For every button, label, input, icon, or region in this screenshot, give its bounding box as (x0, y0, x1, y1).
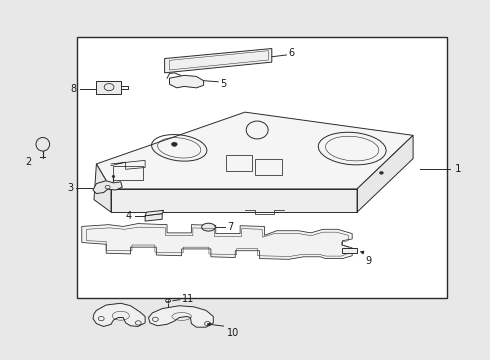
Polygon shape (145, 213, 162, 221)
Text: 6: 6 (289, 48, 295, 58)
Ellipse shape (172, 142, 177, 147)
Polygon shape (165, 49, 272, 73)
Polygon shape (170, 75, 203, 88)
Text: 1: 1 (455, 164, 461, 174)
Ellipse shape (36, 138, 49, 151)
Bar (114, 166, 143, 180)
Text: 10: 10 (226, 328, 239, 338)
Text: 2: 2 (25, 157, 31, 167)
Text: 11: 11 (182, 294, 194, 303)
Bar (225, 155, 252, 171)
Polygon shape (145, 210, 164, 216)
Ellipse shape (202, 223, 215, 231)
Polygon shape (97, 112, 413, 189)
Polygon shape (148, 306, 213, 327)
FancyBboxPatch shape (97, 81, 121, 94)
Polygon shape (93, 181, 122, 194)
Text: 5: 5 (220, 79, 227, 89)
Ellipse shape (112, 175, 115, 177)
Text: 9: 9 (366, 256, 372, 266)
Polygon shape (94, 164, 111, 212)
Ellipse shape (379, 171, 383, 174)
Polygon shape (93, 303, 145, 327)
Bar (255, 158, 282, 175)
Polygon shape (82, 224, 352, 259)
Text: 8: 8 (71, 84, 77, 94)
Text: 7: 7 (227, 222, 233, 232)
Polygon shape (111, 189, 357, 212)
Bar (77, 37, 447, 298)
Text: 3: 3 (67, 183, 74, 193)
Text: 4: 4 (126, 211, 132, 221)
Polygon shape (357, 135, 413, 212)
Polygon shape (343, 248, 357, 253)
